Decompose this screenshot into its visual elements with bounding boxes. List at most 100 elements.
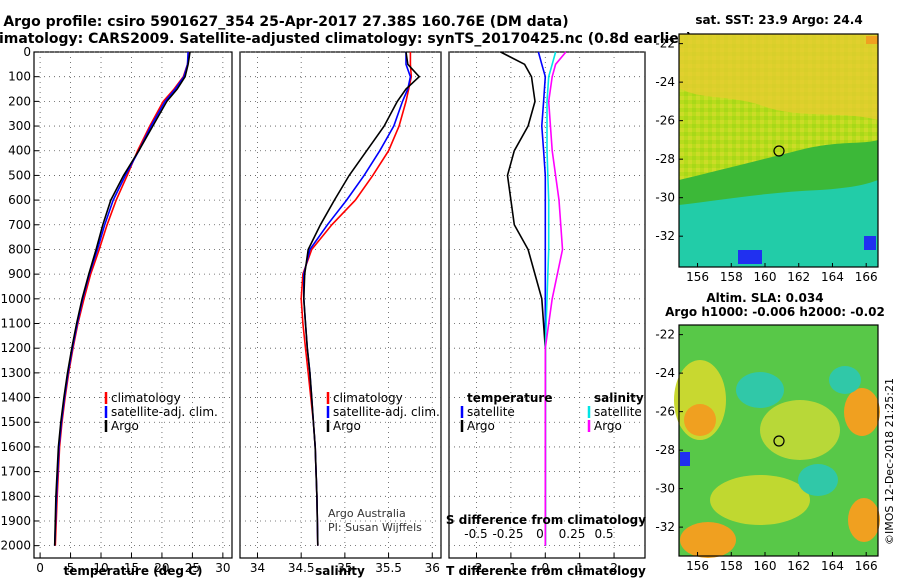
y-tick-label: 1100 [0,317,31,331]
difference-plot-frame [448,51,646,559]
y-tick-label: 1200 [0,341,31,355]
legend-s-satellite: satellite [594,405,642,419]
legend-t-satellite: satellite [467,405,515,419]
legend-t-argo: Argo [467,419,495,433]
sst-blue-patch-1 [738,250,762,264]
salinity-grid [240,51,441,558]
y-tick-label: 1800 [0,489,31,503]
sla-orange-blob-2 [844,388,880,436]
sla-yellow-blob-2 [760,400,840,460]
salinity-panel: 34 34.5 35 35.5 36 salinity climatology sate… [239,51,442,578]
map-lon-label: 160 [754,559,777,573]
difference-xlabel: T difference from climatology [446,564,646,578]
sla-blue-patch [680,452,690,466]
map-lat-label: -24 [655,75,675,89]
map-lat-label: -24 [655,366,675,380]
legend-temperature-head: temperature [467,391,552,405]
y-tick-label: 1000 [0,292,31,306]
series-line-satellite-adj-clim- [302,52,412,546]
legend-s-argo: Argo [594,419,622,433]
x-tick-label: -1 [505,561,517,575]
sla-cyan-blob-3 [829,366,861,394]
sst-map: sat. SST: 23.9 Argo: 24.4 -22 -24 -26 -28 -3… [655,13,879,284]
temperature-panel: 0100200300400500600700800900100011001200… [0,45,233,578]
sla-map-ticks: -22 -24 -26 -28 -30 -32 156 158 160 162 164 166 [655,328,877,573]
x-tick-label: 35 [337,561,352,575]
imos-watermark: ©IMOS 12-Dec-2018 21:25:21 [883,378,896,545]
x-tick-label: 2 [610,561,618,575]
temperature-xlabel: temperature (deg C) [64,564,203,578]
temperature-legend: climatology satellite-adj. clim. Argo [104,391,218,433]
sla-map-title1: Altim. SLA: 0.034 [706,291,823,305]
y-tick-label: 200 [8,94,31,108]
map-lat-label: -28 [655,443,675,457]
s-difference-label: S difference from climatology [446,513,646,527]
temperature-x-ticks: 0 5 10 15 20 25 30 [36,553,231,575]
y-tick-label: 900 [8,267,31,281]
salinity-plot-frame [239,51,442,559]
y-tick-label: 800 [8,242,31,256]
salinity-xlabel: salinity [315,564,365,578]
temperature-plot-frame [33,51,233,559]
x-tick-label: 5 [67,561,75,575]
sst-orange-corner [866,36,878,44]
salinity-x-ticks: 34 34.5 35 35.5 36 [250,553,440,575]
y-tick-label: 1900 [0,514,31,528]
y-tick-label: 100 [8,70,31,84]
s-diff-tick-label: 0.25 [559,527,586,541]
y-tick-label: 0 [23,45,31,59]
s-diff-tick-label: -0.5 [464,527,487,541]
sla-orange-blob-1 [684,404,716,436]
x-tick-label: 34.5 [288,561,315,575]
map-lon-label: 160 [754,270,777,284]
sla-orange-blob-3 [680,522,736,558]
map-lat-label: -32 [655,229,675,243]
sla-orange-blob-4 [848,498,880,542]
sla-cyan-blob-2 [798,464,838,496]
sst-map-ticks: -22 -24 -26 -28 -30 -32 156 158 160 162 164 166 [655,37,877,284]
map-lat-label: -22 [655,37,675,51]
series-line-climatology [300,52,413,546]
salinity-legend: climatology satellite-adj. clim. Argo [326,391,440,433]
temperature-depth-ticks: 0 100 200 300 400 500 600 700 800 900 1000 1100 1200… [0,45,39,553]
s-diff-tick-label: -0.25 [492,527,523,541]
map-lat-label: -30 [655,482,675,496]
sla-map-title2: Argo h1000: -0.006 h2000: -0.02 [665,305,885,319]
y-tick-label: 300 [8,119,31,133]
s-diff-tick-label: 0 [536,527,544,541]
x-tick-label: 15 [124,561,139,575]
credit-pi: PI: Susan Wijffels [328,521,422,534]
x-tick-label: 0 [36,561,44,575]
difference-x-ticks: -2 -1 0 1 2 [471,553,618,575]
legend-satellite-label: satellite-adj. clim. [111,405,218,419]
x-tick-label: 0 [541,561,549,575]
series-line-argo [53,51,191,546]
y-tick-label: 1500 [0,415,31,429]
map-lon-label: 158 [720,270,743,284]
map-lat-label: -28 [655,152,675,166]
x-tick-label: 35.5 [375,561,402,575]
x-tick-label: 34 [250,561,265,575]
difference-profiles [500,51,567,546]
y-tick-label: 2000 [0,539,31,553]
sst-map-frame [678,33,879,268]
difference-legend: temperature satellite Argo salinity sate… [460,391,644,433]
title-line2: Climatology: CARS2009. Satellite-adjuste… [0,31,692,47]
map-lon-label: 158 [720,559,743,573]
x-tick-label: 20 [154,561,169,575]
x-tick-label: 30 [215,561,230,575]
y-tick-label: 1300 [0,366,31,380]
x-tick-label: 25 [185,561,200,575]
x-tick-label: 36 [425,561,440,575]
legend-argo-label: Argo [111,419,139,433]
map-lat-label: -30 [655,191,675,205]
y-tick-label: 1400 [0,391,31,405]
s-difference-ticks: -0.5 -0.25 0 0.25 0.5 [464,527,613,541]
map-lon-label: 162 [787,559,810,573]
x-tick-label: 10 [93,561,108,575]
temperature-profiles [53,51,191,546]
salinity-legend-satellite: satellite-adj. clim. [333,405,440,419]
map-lon-label: 156 [686,559,709,573]
map-lon-label: 164 [821,270,844,284]
